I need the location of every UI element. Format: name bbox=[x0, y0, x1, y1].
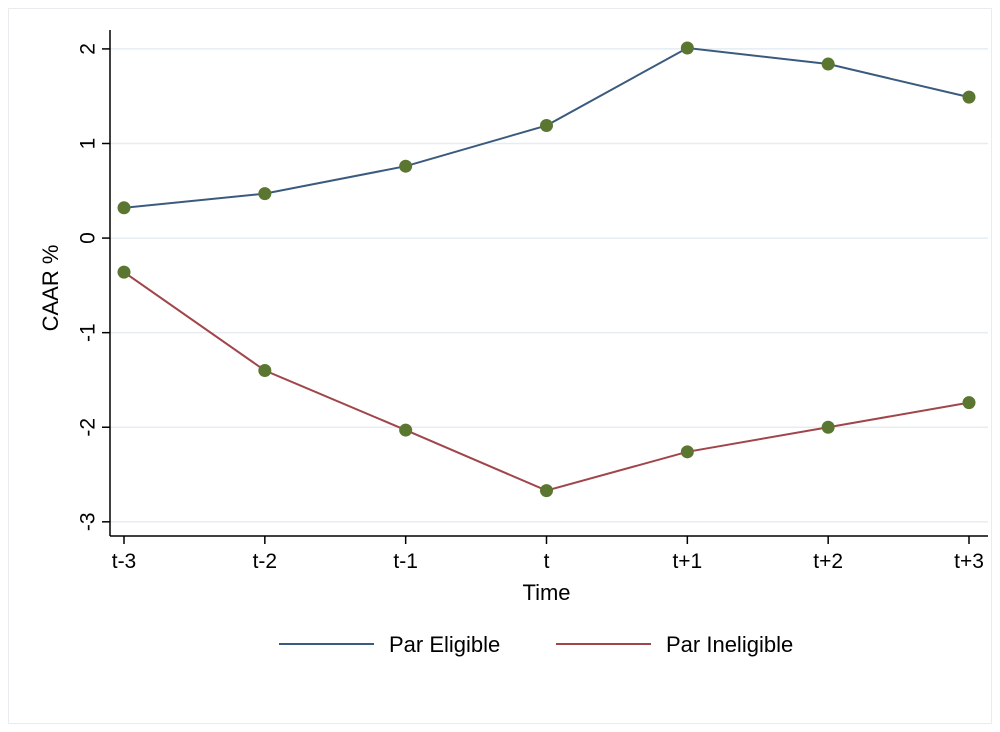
legend: Par Eligible Par Ineligible bbox=[279, 632, 793, 657]
data-point bbox=[258, 187, 272, 201]
x-tick-label: t-2 bbox=[253, 550, 278, 573]
legend-label: Par Eligible bbox=[389, 632, 500, 657]
y-tick-label: 0 bbox=[77, 232, 100, 244]
series-line bbox=[123, 271, 970, 492]
y-tick-label: -1 bbox=[77, 323, 100, 342]
tick-labels: 2 1 0 -1 -2 -3 t-3 t-2 t-1 t t+1 t+2 t+3 bbox=[77, 43, 984, 573]
axes bbox=[102, 30, 988, 544]
x-tick-label: t-3 bbox=[112, 550, 137, 573]
y-tick-label: 2 bbox=[77, 43, 100, 55]
grid-lines bbox=[110, 48, 988, 523]
data-point bbox=[117, 201, 131, 215]
data-point bbox=[540, 119, 553, 133]
y-tick-label: 1 bbox=[77, 138, 100, 150]
data-point bbox=[117, 265, 131, 279]
data-point bbox=[258, 363, 272, 377]
data-point bbox=[680, 41, 694, 55]
y-tick-label: -2 bbox=[77, 418, 100, 437]
data-point bbox=[821, 420, 835, 434]
legend-label: Par Ineligible bbox=[666, 632, 793, 657]
y-axis-title: CAAR % bbox=[38, 245, 63, 332]
data-point bbox=[962, 90, 976, 104]
x-tick-label: t-1 bbox=[393, 550, 418, 573]
data-point bbox=[540, 484, 553, 498]
data-point bbox=[399, 159, 413, 173]
data-point bbox=[399, 423, 413, 437]
data-point bbox=[821, 57, 835, 71]
x-axis-title: Time bbox=[522, 580, 570, 605]
chart-frame bbox=[8, 8, 992, 724]
y-tick-label: -3 bbox=[77, 512, 100, 531]
data-markers bbox=[117, 41, 976, 498]
x-tick-label: t+2 bbox=[813, 550, 843, 573]
data-point bbox=[680, 445, 694, 459]
data-point bbox=[962, 396, 976, 410]
series-lines bbox=[123, 46, 970, 492]
x-tick-label: t+3 bbox=[954, 550, 984, 573]
x-tick-label: t+1 bbox=[672, 550, 702, 573]
x-tick-label: t bbox=[544, 550, 550, 573]
